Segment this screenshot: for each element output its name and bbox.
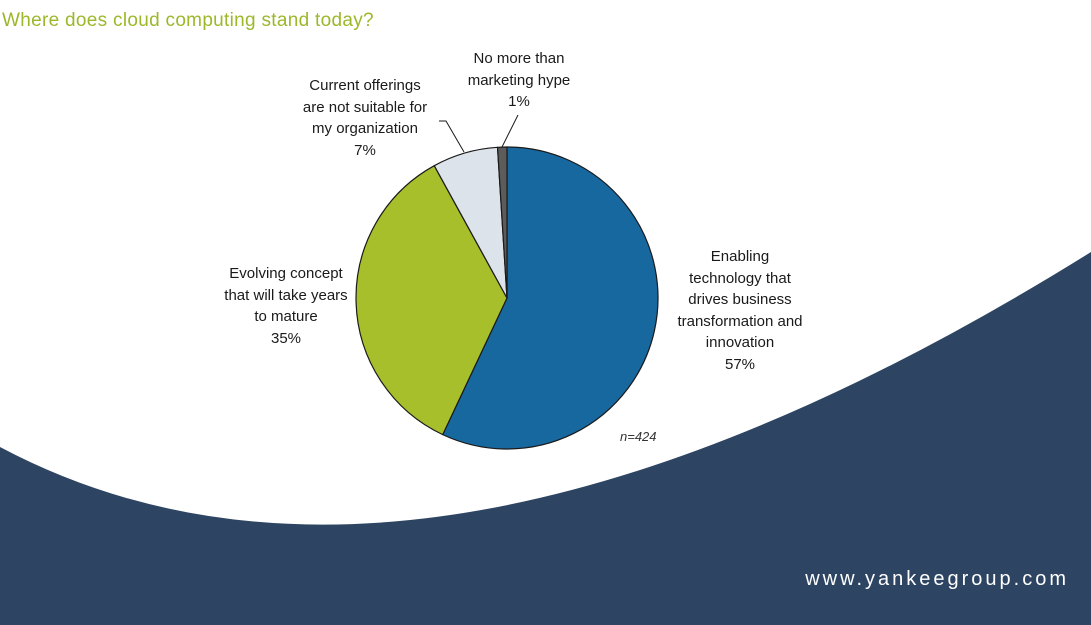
slice-label-line: my organization	[312, 120, 418, 137]
leader-line-marketing-hype	[501, 114, 519, 148]
slice-label-line: are not suitable for	[302, 98, 428, 116]
slice-label-line: that will take years	[224, 286, 348, 304]
slice-label-marketing-hype: No more than marketing hype 1%	[449, 48, 589, 113]
slice-label-line: Enabling	[710, 248, 770, 265]
slice-label-line: to mature	[254, 308, 318, 325]
slice-label-enabling-technology: Enabling technology that drives business…	[660, 246, 820, 375]
background-swoosh	[0, 252, 1091, 625]
slice-label-line: innovation	[705, 334, 775, 351]
slice-label-current-offerings: Current offerings are not suitable for m…	[285, 75, 445, 161]
slice-label-line: No more than	[473, 50, 565, 67]
slice-value-label: 57%	[724, 355, 756, 373]
leader-line-current-offerings	[439, 120, 465, 153]
slice-value-label: 1%	[508, 93, 530, 110]
slice-label-line: transformation and	[677, 312, 803, 330]
sample-size-note: n=424	[620, 429, 657, 444]
slice-label-line: technology that	[689, 269, 791, 287]
chart-title: Where does cloud computing stand today?	[2, 10, 374, 31]
slice-value-label: 35%	[270, 329, 302, 347]
slice-label-line: Evolving concept	[229, 265, 343, 282]
slice-label-evolving-concept: Evolving concept that will take years to…	[206, 263, 366, 349]
pie-slice-enabling-technology	[442, 146, 659, 450]
footer-website: www.yankeegroup.com	[805, 568, 1069, 590]
slice-value-label: 7%	[354, 141, 376, 159]
slice-label-line: Current offerings	[309, 77, 421, 94]
pie-slice-evolving-concept	[355, 165, 508, 436]
pie-chart	[355, 146, 659, 450]
slice-label-line: drives business	[688, 291, 792, 308]
slice-label-line: marketing hype	[467, 71, 571, 89]
leader-lines	[439, 114, 519, 153]
